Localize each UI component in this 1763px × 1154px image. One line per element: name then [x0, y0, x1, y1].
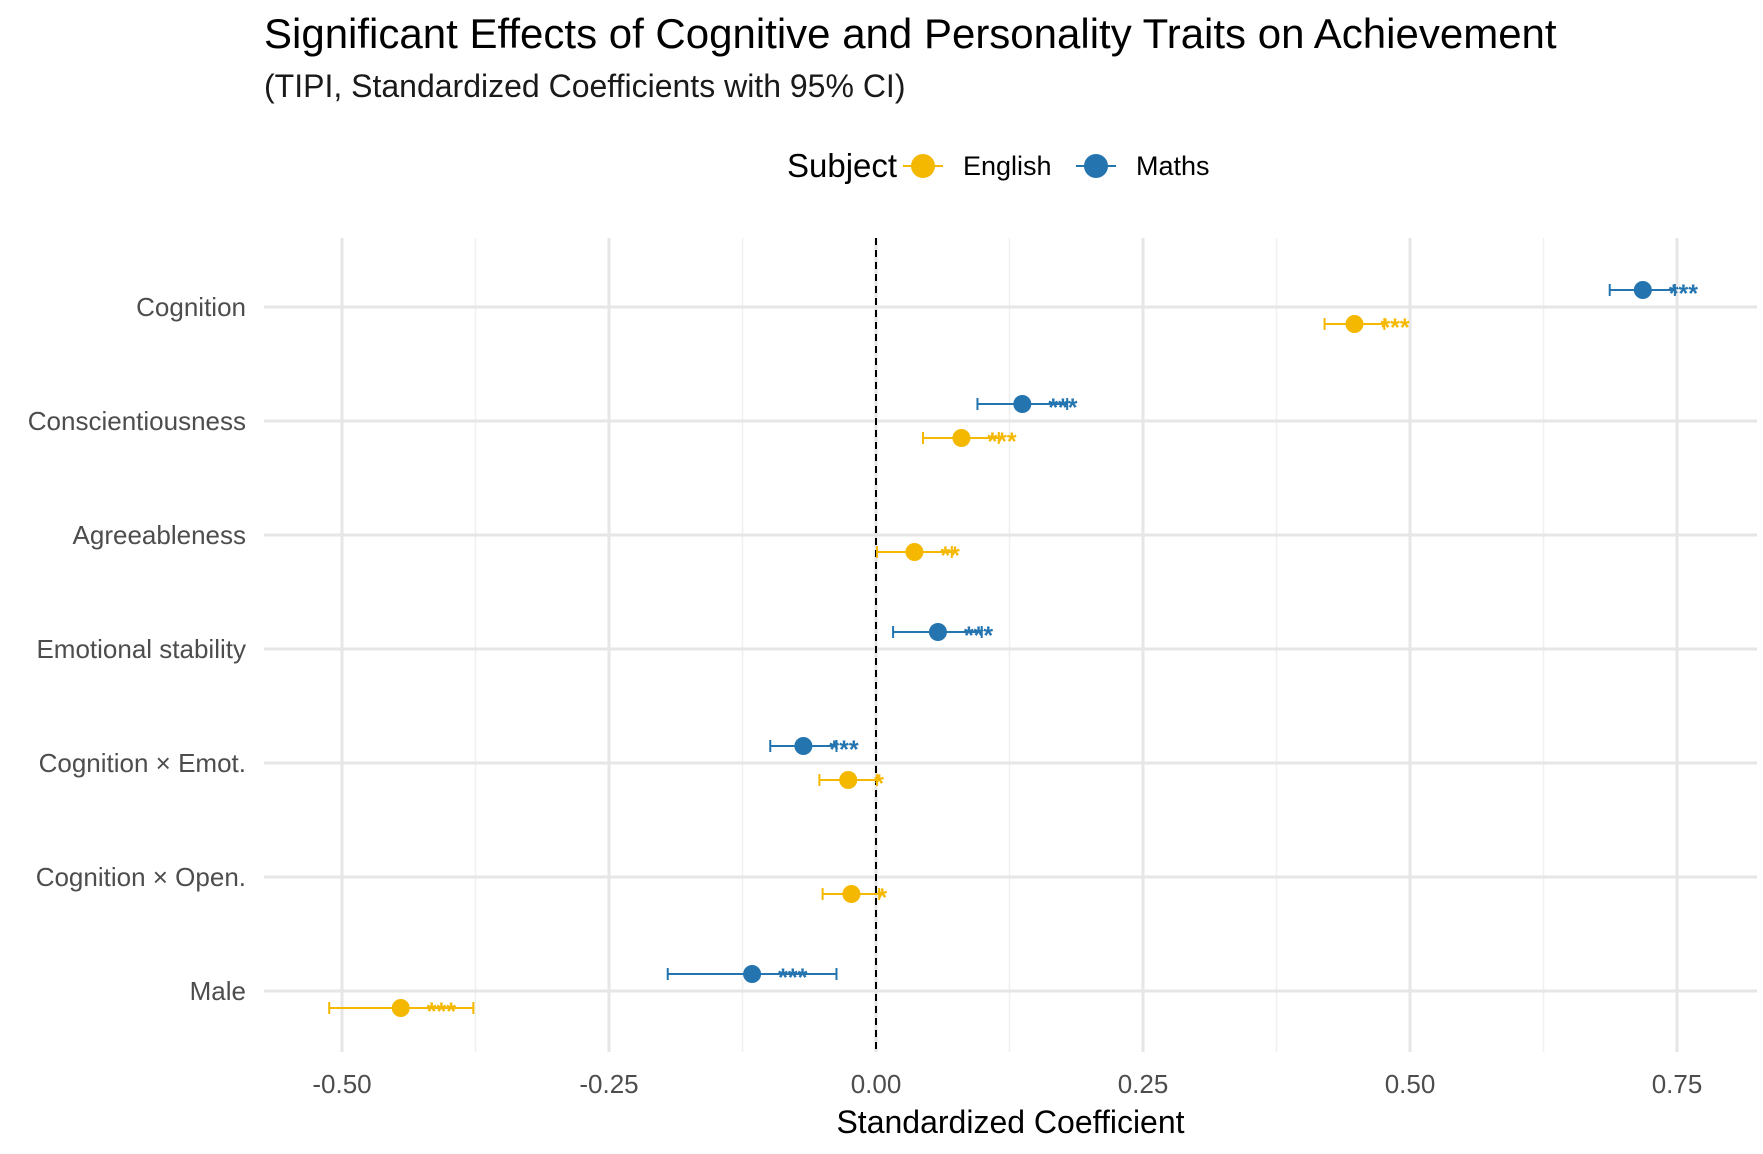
significance-label: ***: [829, 736, 858, 764]
estimate-point: [1345, 315, 1364, 333]
y-tick-label: Cognition × Emot.: [39, 748, 246, 778]
coefficient-point-group: *: [818, 770, 884, 798]
significance-label: ***: [1048, 394, 1077, 422]
x-tick-label: 0.75: [1652, 1069, 1703, 1099]
estimate-point: [794, 737, 813, 755]
estimate-point: [842, 885, 861, 903]
legend-item-label: English: [963, 151, 1052, 181]
y-tick-label: Cognition × Open.: [36, 862, 246, 892]
significance-label: ***: [1380, 314, 1409, 342]
legend-key-point: [911, 154, 935, 178]
estimate-point: [839, 771, 858, 789]
chart-title: Significant Effects of Cognitive and Per…: [264, 10, 1557, 57]
coefficient-point-group: ***: [666, 964, 838, 992]
major-gridlines: [264, 238, 1757, 1052]
coefficient-point-group: ***: [976, 394, 1078, 422]
legend-item-label: Maths: [1136, 151, 1210, 181]
coefficient-point-group: ***: [1608, 280, 1698, 308]
x-tick-label: 0.25: [1118, 1069, 1169, 1099]
legend: Subject English Maths: [787, 147, 1210, 184]
legend-key-point: [1084, 154, 1108, 178]
legend-item: English: [903, 151, 1052, 181]
y-tick-label: Cognition: [136, 292, 246, 322]
chart-subtitle: (TIPI, Standardized Coefficients with 95…: [264, 68, 906, 104]
estimate-point: [905, 543, 924, 561]
significance-label: ***: [1669, 280, 1698, 308]
significance-label: **: [940, 542, 960, 570]
estimate-point: [928, 623, 947, 641]
y-axis-labels: Cognition Conscientiousness Agreeableness E…: [28, 292, 246, 1006]
significance-label: ***: [778, 964, 807, 992]
x-axis-title: Standardized Coefficient: [836, 1104, 1184, 1140]
chart-marks: ****************************: [328, 280, 1698, 1026]
x-tick-label: -0.50: [312, 1069, 371, 1099]
coefficient-point-group: *: [821, 884, 887, 912]
y-tick-label: Agreeableness: [73, 520, 246, 550]
coefficient-point-group: ***: [892, 622, 993, 650]
estimate-point: [743, 965, 762, 983]
estimate-point: [391, 999, 410, 1017]
y-tick-label: Male: [190, 976, 246, 1006]
y-tick-label: Conscientiousness: [28, 406, 246, 436]
estimate-point: [952, 429, 971, 447]
x-tick-label: 0.50: [1385, 1069, 1436, 1099]
significance-label: *: [877, 884, 887, 912]
legend-item: Maths: [1076, 151, 1210, 181]
minor-gridlines: [474, 238, 1545, 1052]
y-tick-label: Emotional stability: [36, 634, 246, 664]
coefficient-point-group: ***: [769, 736, 859, 764]
estimate-point: [1633, 281, 1652, 299]
coefficient-point-group: ***: [921, 428, 1017, 456]
coefficient-point-group: **: [876, 542, 960, 570]
legend-title: Subject: [787, 147, 897, 184]
significance-label: *: [874, 770, 884, 798]
coefficient-point-group: ***: [328, 998, 475, 1026]
estimate-point: [1013, 395, 1032, 413]
x-tick-label: -0.25: [579, 1069, 638, 1099]
significance-label: ***: [427, 998, 456, 1026]
x-axis-labels: -0.50 -0.25 0.00 0.25 0.50 0.75: [312, 1069, 1702, 1099]
coefficient-point-group: ***: [1323, 314, 1410, 342]
significance-label: ***: [987, 428, 1016, 456]
significance-label: ***: [964, 622, 993, 650]
x-tick-label: 0.00: [851, 1069, 902, 1099]
